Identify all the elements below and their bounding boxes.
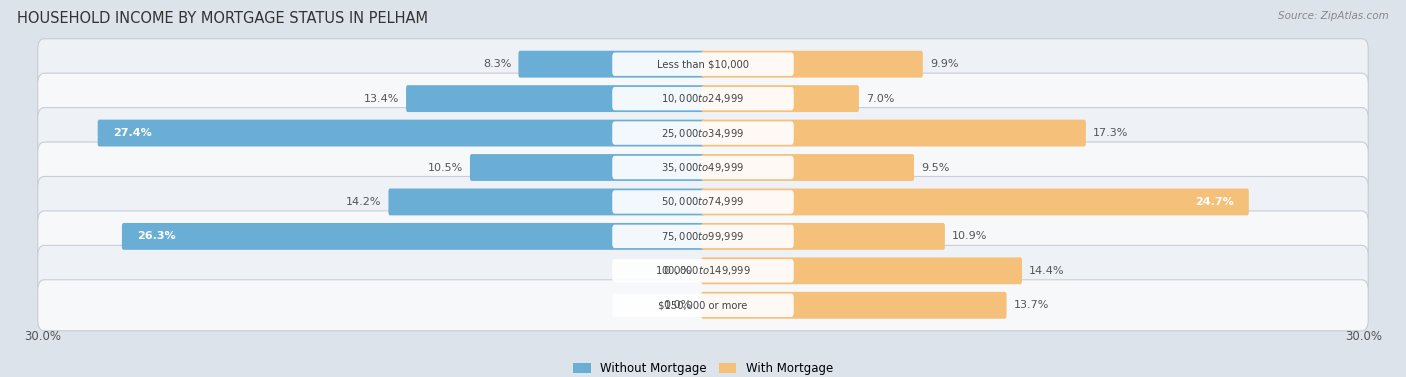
- FancyBboxPatch shape: [38, 211, 1368, 262]
- FancyBboxPatch shape: [612, 52, 794, 76]
- FancyBboxPatch shape: [612, 87, 794, 110]
- FancyBboxPatch shape: [702, 120, 1085, 147]
- FancyBboxPatch shape: [38, 176, 1368, 227]
- Text: 13.4%: 13.4%: [364, 93, 399, 104]
- Text: $25,000 to $34,999: $25,000 to $34,999: [661, 127, 745, 139]
- Text: $50,000 to $74,999: $50,000 to $74,999: [661, 195, 745, 208]
- Text: 13.7%: 13.7%: [1014, 300, 1049, 310]
- FancyBboxPatch shape: [612, 225, 794, 248]
- FancyBboxPatch shape: [38, 142, 1368, 193]
- Text: Source: ZipAtlas.com: Source: ZipAtlas.com: [1278, 11, 1389, 21]
- FancyBboxPatch shape: [702, 85, 859, 112]
- FancyBboxPatch shape: [612, 190, 794, 214]
- Text: 9.9%: 9.9%: [929, 59, 959, 69]
- FancyBboxPatch shape: [519, 51, 704, 78]
- FancyBboxPatch shape: [702, 188, 1249, 215]
- Text: $150,000 or more: $150,000 or more: [658, 300, 748, 310]
- FancyBboxPatch shape: [97, 120, 704, 147]
- FancyBboxPatch shape: [38, 280, 1368, 331]
- Legend: Without Mortgage, With Mortgage: Without Mortgage, With Mortgage: [568, 357, 838, 377]
- Text: 14.4%: 14.4%: [1029, 266, 1064, 276]
- FancyBboxPatch shape: [702, 257, 1022, 284]
- Text: 0.0%: 0.0%: [664, 300, 692, 310]
- FancyBboxPatch shape: [388, 188, 704, 215]
- Text: $75,000 to $99,999: $75,000 to $99,999: [661, 230, 745, 243]
- Text: 7.0%: 7.0%: [866, 93, 894, 104]
- Text: 24.7%: 24.7%: [1195, 197, 1234, 207]
- Text: 10.5%: 10.5%: [427, 162, 463, 173]
- Text: 9.5%: 9.5%: [921, 162, 949, 173]
- Text: 8.3%: 8.3%: [484, 59, 512, 69]
- FancyBboxPatch shape: [38, 73, 1368, 124]
- FancyBboxPatch shape: [612, 294, 794, 317]
- FancyBboxPatch shape: [406, 85, 704, 112]
- FancyBboxPatch shape: [612, 259, 794, 282]
- Text: 27.4%: 27.4%: [112, 128, 152, 138]
- FancyBboxPatch shape: [612, 121, 794, 145]
- FancyBboxPatch shape: [702, 223, 945, 250]
- FancyBboxPatch shape: [702, 51, 922, 78]
- Text: 0.0%: 0.0%: [664, 266, 692, 276]
- FancyBboxPatch shape: [38, 39, 1368, 90]
- FancyBboxPatch shape: [470, 154, 704, 181]
- FancyBboxPatch shape: [702, 154, 914, 181]
- Text: 17.3%: 17.3%: [1092, 128, 1128, 138]
- Text: Less than $10,000: Less than $10,000: [657, 59, 749, 69]
- FancyBboxPatch shape: [612, 156, 794, 179]
- Text: $35,000 to $49,999: $35,000 to $49,999: [661, 161, 745, 174]
- Text: HOUSEHOLD INCOME BY MORTGAGE STATUS IN PELHAM: HOUSEHOLD INCOME BY MORTGAGE STATUS IN P…: [17, 11, 427, 26]
- FancyBboxPatch shape: [702, 292, 1007, 319]
- FancyBboxPatch shape: [122, 223, 704, 250]
- Text: 10.9%: 10.9%: [952, 231, 987, 241]
- FancyBboxPatch shape: [38, 107, 1368, 159]
- FancyBboxPatch shape: [38, 245, 1368, 296]
- Text: $100,000 to $149,999: $100,000 to $149,999: [655, 264, 751, 277]
- Text: 14.2%: 14.2%: [346, 197, 381, 207]
- Text: 26.3%: 26.3%: [136, 231, 176, 241]
- Text: $10,000 to $24,999: $10,000 to $24,999: [661, 92, 745, 105]
